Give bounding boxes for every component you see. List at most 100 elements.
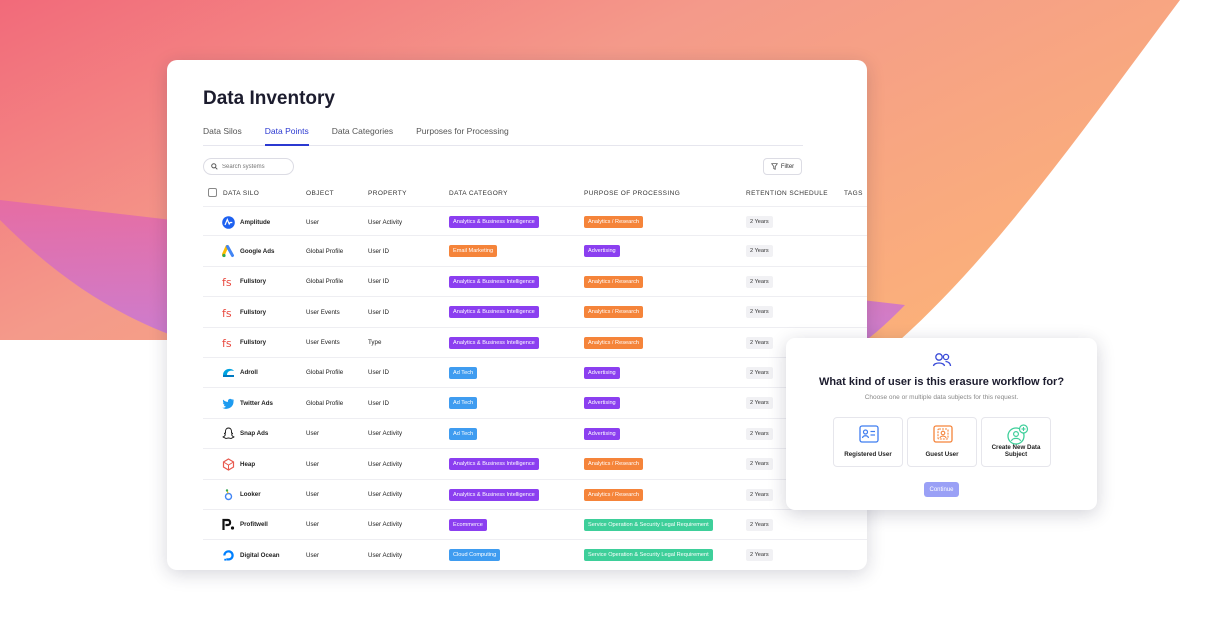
header-data-silo[interactable]: DATA SILO: [223, 190, 260, 197]
silo-name[interactable]: Digital Ocean: [240, 551, 280, 559]
filter-button[interactable]: Filter: [763, 158, 802, 175]
purpose-pill[interactable]: Advertising: [584, 245, 620, 258]
property-value: User Activity: [368, 491, 403, 499]
continue-button[interactable]: Continue: [924, 482, 959, 497]
property-value: User Activity: [368, 521, 403, 529]
option-create-new-data-subject[interactable]: Create New Data Subject: [981, 417, 1051, 467]
category-pill[interactable]: Analytics & Business Intelligence: [449, 306, 539, 319]
table-row[interactable]: fs Fullstory User Events User ID Analytics &…: [203, 297, 867, 328]
table-row[interactable]: Google Ads Global Profile User ID Email Mar…: [203, 236, 867, 267]
category-pill[interactable]: Analytics & Business Intelligence: [449, 275, 539, 288]
category-pill[interactable]: Ecommerce: [449, 518, 487, 531]
select-all-checkbox[interactable]: [208, 188, 217, 197]
object-value: User: [306, 460, 320, 468]
silo-name[interactable]: Looker: [240, 491, 261, 499]
silo-name[interactable]: Snap Ads: [240, 430, 269, 438]
table-row[interactable]: Digital Ocean User User Activity Cloud Comp…: [203, 540, 867, 570]
category-pill[interactable]: Ad Tech: [449, 397, 478, 410]
purpose-pill[interactable]: Analytics / Research: [584, 336, 643, 349]
filter-icon: [770, 163, 778, 170]
table-row[interactable]: Adroll Global Profile User ID Ad Tech Advert…: [203, 358, 867, 389]
category-pill[interactable]: Ad Tech: [449, 366, 478, 379]
silo-name[interactable]: Adroll: [240, 369, 258, 377]
category-pill[interactable]: Analytics & Business Intelligence: [449, 336, 539, 349]
category-pill[interactable]: Email Marketing: [449, 245, 498, 258]
digitalocean-icon: [222, 549, 235, 562]
silo-name[interactable]: Fullstory: [240, 278, 267, 286]
silo-name[interactable]: Fullstory: [240, 308, 267, 316]
table-row[interactable]: Looker User User Activity Analytics & Busin…: [203, 480, 867, 510]
retention-badge: 2 Years: [746, 397, 773, 410]
object-value: User: [306, 551, 320, 559]
category-pill[interactable]: Cloud Computing: [449, 549, 501, 562]
purpose-pill[interactable]: Analytics / Research: [584, 216, 643, 228]
add-user-icon: [1007, 424, 1029, 445]
retention-badge: 2 Years: [746, 458, 773, 471]
modal-subtitle: Choose one or multiple data subjects for…: [864, 394, 1019, 401]
svg-text:fs: fs: [222, 276, 232, 288]
property-value: User Activity: [368, 551, 403, 559]
table-row[interactable]: Snap Ads User User Activity Ad Tech Advertis…: [203, 419, 867, 450]
property-value: User ID: [368, 308, 389, 316]
purpose-pill[interactable]: Analytics / Research: [584, 488, 643, 501]
purpose-pill[interactable]: Service Operation & Security Legal Requi…: [584, 549, 713, 562]
table-row[interactable]: Twitter Ads Global Profile User ID Ad Tech A…: [203, 388, 867, 419]
search-input[interactable]: [222, 163, 292, 170]
option-registered-user[interactable]: Registered User: [833, 417, 903, 467]
purpose-pill[interactable]: Advertising: [584, 397, 620, 410]
property-value: User ID: [368, 278, 389, 286]
option-label: Create New Data Subject: [991, 444, 1041, 458]
table-row[interactable]: Amplitude User User Activity Analytics & Bu…: [203, 206, 867, 237]
table-row[interactable]: fs Fullstory Global Profile User ID Analytic…: [203, 267, 867, 298]
category-pill[interactable]: Analytics & Business Intelligence: [449, 216, 539, 228]
filter-label: Filter: [780, 163, 795, 170]
silo-name[interactable]: Profitwell: [240, 521, 268, 529]
table-header: DATA SILO OBJECT PROPERTY DATA CATEGORY …: [203, 186, 867, 204]
search-box[interactable]: [203, 158, 294, 175]
retention-badge: 2 Years: [746, 216, 773, 228]
category-pill[interactable]: Analytics & Business Intelligence: [449, 488, 539, 501]
table-row[interactable]: Heap User User Activity Analytics & Busines…: [203, 449, 867, 480]
purpose-pill[interactable]: Advertising: [584, 366, 620, 379]
users-icon: [932, 353, 952, 367]
silo-name[interactable]: Twitter Ads: [240, 399, 273, 407]
silo-name[interactable]: Fullstory: [240, 339, 267, 347]
object-value: User Events: [306, 308, 340, 316]
silo-name[interactable]: Heap: [240, 460, 256, 468]
google-ads-icon: [222, 244, 235, 258]
purpose-pill[interactable]: Analytics / Research: [584, 458, 643, 471]
tab-bar: Data Silos Data Points Data Categories P…: [203, 126, 803, 146]
retention-badge: 2 Years: [746, 366, 773, 379]
tab-data-points[interactable]: Data Points: [264, 126, 309, 146]
guest-card-icon: [933, 425, 953, 443]
table-row[interactable]: Profitwell User User Activity Ecommerce Serv…: [203, 510, 867, 541]
tab-purposes-for-processing[interactable]: Purposes for Processing: [416, 126, 509, 136]
purpose-pill[interactable]: Analytics / Research: [584, 306, 643, 319]
property-value: User ID: [368, 399, 389, 407]
header-data-category[interactable]: DATA CATEGORY: [449, 190, 508, 197]
purpose-pill[interactable]: Analytics / Research: [584, 275, 643, 288]
header-object[interactable]: OBJECT: [306, 190, 335, 197]
amplitude-icon: [222, 215, 235, 229]
property-value: User Activity: [368, 460, 403, 468]
tab-data-categories[interactable]: Data Categories: [331, 126, 394, 136]
modal-title: What kind of user is this erasure workfl…: [818, 376, 1065, 388]
header-property[interactable]: PROPERTY: [368, 190, 407, 197]
silo-name[interactable]: Google Ads: [240, 247, 275, 255]
property-value: Type: [368, 339, 382, 347]
header-tags[interactable]: TAGS: [844, 190, 863, 197]
object-value: User: [306, 218, 320, 226]
svg-text:fs: fs: [222, 337, 232, 349]
silo-name[interactable]: Amplitude: [240, 218, 271, 226]
category-pill[interactable]: Ad Tech: [449, 427, 478, 440]
option-guest-user[interactable]: Guest User: [907, 417, 977, 467]
category-pill[interactable]: Analytics & Business Intelligence: [449, 458, 539, 471]
property-value: User Activity: [368, 430, 403, 438]
header-purpose-of-processing[interactable]: PURPOSE OF PROCESSING: [584, 190, 681, 197]
table-row[interactable]: fs Fullstory User Events Type Analytics & Bu…: [203, 328, 867, 358]
header-retention-schedule[interactable]: RETENTION SCHEDULE: [746, 190, 828, 197]
property-value: User ID: [368, 369, 389, 377]
purpose-pill[interactable]: Advertising: [584, 427, 620, 440]
tab-data-silos[interactable]: Data Silos: [203, 126, 242, 136]
purpose-pill[interactable]: Service Operation & Security Legal Requi…: [584, 518, 713, 531]
